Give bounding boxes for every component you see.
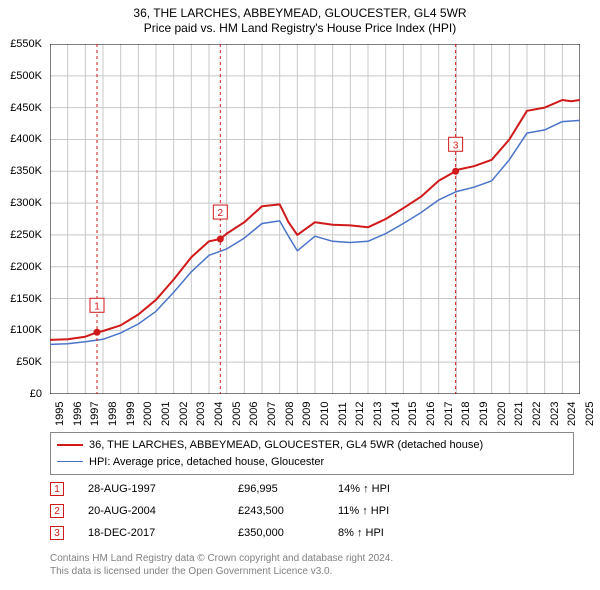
attribution-line: This data is licensed under the Open Gov… xyxy=(50,565,393,578)
y-tick-label: £400K xyxy=(10,133,42,145)
sale-delta: 11% ↑ HPI xyxy=(338,505,438,517)
x-tick-label: 1996 xyxy=(72,402,84,426)
y-tick-label: £500K xyxy=(10,70,42,82)
sale-marker-icon: 2 xyxy=(50,504,64,518)
x-tick-label: 1997 xyxy=(89,402,101,426)
chart-svg: 1 2 3 xyxy=(50,44,580,394)
y-axis-labels: £0£50K£100K£150K£200K£250K£300K£350K£400… xyxy=(0,44,46,394)
x-tick-label: 2010 xyxy=(319,402,331,426)
attribution-line: Contains HM Land Registry data © Crown c… xyxy=(50,552,393,565)
y-tick-label: £0 xyxy=(30,388,42,400)
sale-row: 1 28-AUG-1997 £96,995 14% ↑ HPI xyxy=(50,478,438,500)
y-tick-label: £200K xyxy=(10,261,42,273)
sale-delta: 14% ↑ HPI xyxy=(338,483,438,495)
x-tick-label: 2011 xyxy=(337,402,349,426)
x-tick-label: 1995 xyxy=(54,402,66,426)
x-tick-label: 2014 xyxy=(390,402,402,426)
x-tick-label: 2006 xyxy=(248,402,260,426)
y-tick-label: £250K xyxy=(10,229,42,241)
legend-label: HPI: Average price, detached house, Glou… xyxy=(89,454,324,471)
x-tick-label: 2021 xyxy=(513,402,525,426)
sale-price: £96,995 xyxy=(238,483,338,495)
x-tick-label: 2024 xyxy=(566,402,578,426)
chart-container: 36, THE LARCHES, ABBEYMEAD, GLOUCESTER, … xyxy=(0,0,600,590)
sale-delta: 8% ↑ HPI xyxy=(338,527,438,539)
legend-swatch-icon xyxy=(57,461,83,462)
legend-item-hpi: HPI: Average price, detached house, Glou… xyxy=(57,454,567,471)
title-address: 36, THE LARCHES, ABBEYMEAD, GLOUCESTER, … xyxy=(0,6,600,21)
y-tick-label: £50K xyxy=(16,356,42,368)
x-tick-label: 2018 xyxy=(460,402,472,426)
y-tick-label: £100K xyxy=(10,324,42,336)
chart-area: 1 2 3 xyxy=(50,44,580,394)
x-tick-label: 2013 xyxy=(372,402,384,426)
x-tick-label: 2016 xyxy=(425,402,437,426)
sale-date: 28-AUG-1997 xyxy=(88,483,238,495)
x-tick-label: 2012 xyxy=(354,402,366,426)
x-tick-label: 2009 xyxy=(301,402,313,426)
sale-price: £350,000 xyxy=(238,527,338,539)
x-tick-label: 2008 xyxy=(284,402,296,426)
x-axis-labels: 1995 1996 1997 1998 1999 2000 2001 2002 2003 2004… xyxy=(50,396,580,430)
y-tick-label: £300K xyxy=(10,197,42,209)
x-tick-label: 2023 xyxy=(549,402,561,426)
x-tick-label: 2015 xyxy=(407,402,419,426)
x-tick-label: 2001 xyxy=(160,402,172,426)
svg-text:3: 3 xyxy=(453,140,459,151)
x-tick-label: 2020 xyxy=(496,402,508,426)
title-subtitle: Price paid vs. HM Land Registry's House … xyxy=(0,21,600,36)
sale-row: 3 18-DEC-2017 £350,000 8% ↑ HPI xyxy=(50,522,438,544)
x-tick-label: 2017 xyxy=(443,402,455,426)
x-tick-label: 2003 xyxy=(195,402,207,426)
sale-date: 20-AUG-2004 xyxy=(88,505,238,517)
y-tick-label: £450K xyxy=(10,102,42,114)
x-tick-label: 2000 xyxy=(142,402,154,426)
sales-table: 1 28-AUG-1997 £96,995 14% ↑ HPI 2 20-AUG… xyxy=(50,478,438,544)
y-tick-label: £150K xyxy=(10,293,42,305)
x-tick-label: 2002 xyxy=(178,402,190,426)
sale-row: 2 20-AUG-2004 £243,500 11% ↑ HPI xyxy=(50,500,438,522)
x-tick-label: 2005 xyxy=(231,402,243,426)
legend-label: 36, THE LARCHES, ABBEYMEAD, GLOUCESTER, … xyxy=(89,437,483,454)
sale-marker-icon: 1 xyxy=(50,482,64,496)
legend-item-price-paid: 36, THE LARCHES, ABBEYMEAD, GLOUCESTER, … xyxy=(57,437,567,454)
sale-date: 18-DEC-2017 xyxy=(88,527,238,539)
sale-price: £243,500 xyxy=(238,505,338,517)
x-tick-label: 2025 xyxy=(584,402,596,426)
y-tick-label: £550K xyxy=(10,38,42,50)
x-tick-label: 2022 xyxy=(531,402,543,426)
title-block: 36, THE LARCHES, ABBEYMEAD, GLOUCESTER, … xyxy=(0,0,600,36)
legend-swatch-icon xyxy=(57,444,83,446)
svg-text:2: 2 xyxy=(218,208,224,219)
x-tick-label: 1998 xyxy=(107,402,119,426)
legend: 36, THE LARCHES, ABBEYMEAD, GLOUCESTER, … xyxy=(50,432,574,475)
attribution: Contains HM Land Registry data © Crown c… xyxy=(50,552,393,578)
x-tick-label: 2004 xyxy=(213,402,225,426)
x-tick-label: 2019 xyxy=(478,402,490,426)
sale-marker-icon: 3 xyxy=(50,526,64,540)
svg-text:1: 1 xyxy=(94,301,100,312)
y-tick-label: £350K xyxy=(10,165,42,177)
x-tick-label: 2007 xyxy=(266,402,278,426)
x-tick-label: 1999 xyxy=(125,402,137,426)
